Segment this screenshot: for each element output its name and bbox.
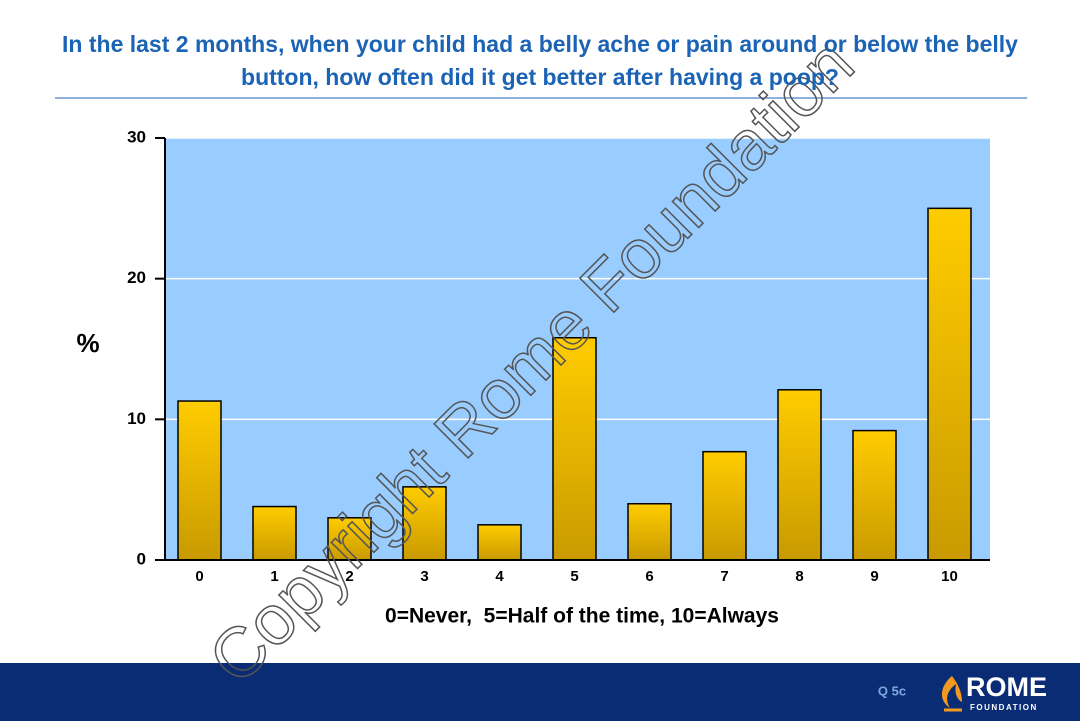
x-tick-label: 6 bbox=[645, 568, 653, 585]
x-tick-label: 8 bbox=[795, 568, 803, 585]
y-axis-label: % bbox=[76, 328, 99, 358]
x-axis-label: 0=Never, 5=Half of the time, 10=Always bbox=[385, 605, 779, 628]
bar bbox=[252, 505, 297, 561]
bar bbox=[627, 502, 672, 561]
y-tick-label: 20 bbox=[127, 268, 146, 287]
x-tick-label: 0 bbox=[195, 568, 203, 585]
logo-text: ROME bbox=[966, 672, 1047, 702]
chart-title: In the last 2 months, when your child ha… bbox=[62, 31, 1018, 90]
x-tick-label: 5 bbox=[570, 568, 578, 585]
x-tick-label: 9 bbox=[870, 568, 878, 585]
footer-band bbox=[0, 663, 1080, 721]
logo-subtext: FOUNDATION bbox=[970, 703, 1038, 712]
x-tick-label: 3 bbox=[420, 568, 428, 585]
bar bbox=[552, 336, 597, 561]
bar bbox=[402, 486, 447, 561]
bar bbox=[177, 400, 222, 561]
bar bbox=[927, 207, 972, 561]
bar bbox=[852, 429, 897, 561]
bar bbox=[702, 450, 747, 561]
x-tick-label: 10 bbox=[941, 568, 958, 585]
y-tick-label: 30 bbox=[127, 127, 146, 146]
bar bbox=[777, 389, 822, 561]
logo-icon bbox=[941, 676, 962, 708]
x-tick-label: 2 bbox=[345, 568, 353, 585]
x-tick-label: 4 bbox=[495, 568, 504, 585]
y-tick-label: 10 bbox=[127, 409, 146, 428]
x-tick-label: 7 bbox=[720, 568, 728, 585]
question-id: Q 5c bbox=[878, 683, 906, 698]
x-tick-label: 1 bbox=[270, 568, 278, 585]
bar bbox=[477, 524, 522, 561]
y-tick-label: 0 bbox=[137, 549, 146, 568]
